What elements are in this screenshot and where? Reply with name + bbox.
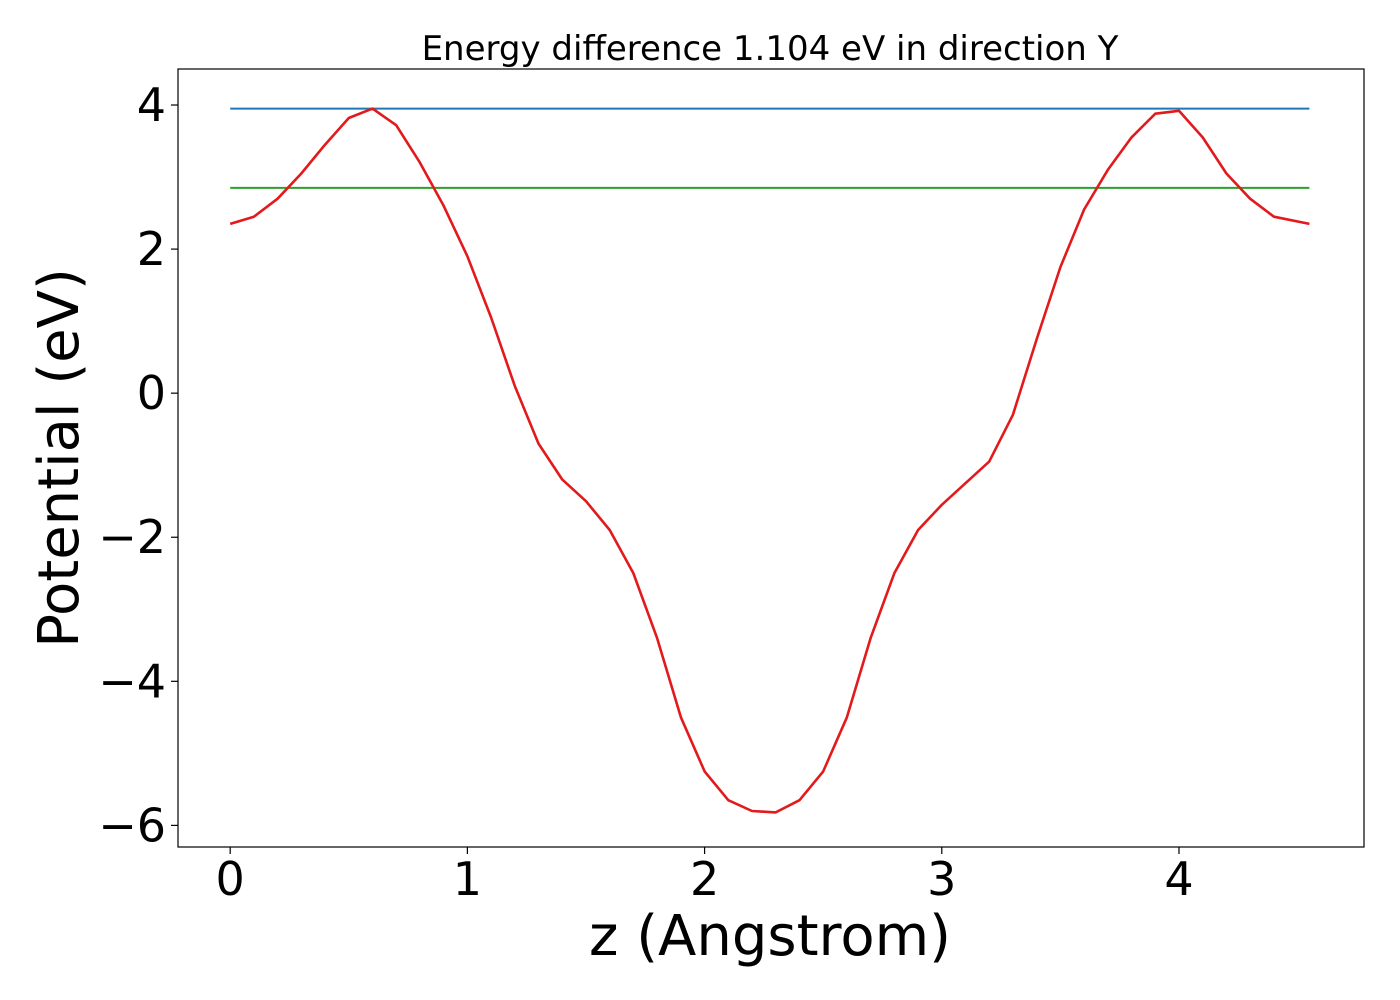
- axes-frame: [177, 68, 1365, 848]
- series-line-2: [229, 107, 1310, 814]
- x-axis-label: z (Angstrom): [589, 904, 951, 969]
- y-tick-label: 0: [137, 366, 166, 420]
- y-tick-label: 2: [137, 222, 166, 276]
- x-tick-label: 1: [453, 852, 482, 906]
- x-tick-label: 4: [1164, 852, 1193, 906]
- y-tick-label: −6: [98, 798, 166, 852]
- x-tick-label: 2: [690, 852, 719, 906]
- y-axis: −6 −4 −2 0 2 4: [98, 78, 178, 852]
- y-tick-label: −2: [98, 510, 166, 564]
- x-axis: 0 1 2 3 4: [216, 847, 1194, 906]
- x-tick-label: 0: [216, 852, 245, 906]
- x-tick-label: 3: [927, 852, 956, 906]
- plot-area: [229, 107, 1310, 814]
- y-tick-label: −4: [98, 654, 166, 708]
- chart-title: Energy difference 1.104 eV in direction …: [422, 29, 1119, 69]
- y-tick-label: 4: [137, 78, 166, 132]
- y-axis-label: Potential (eV): [27, 268, 92, 648]
